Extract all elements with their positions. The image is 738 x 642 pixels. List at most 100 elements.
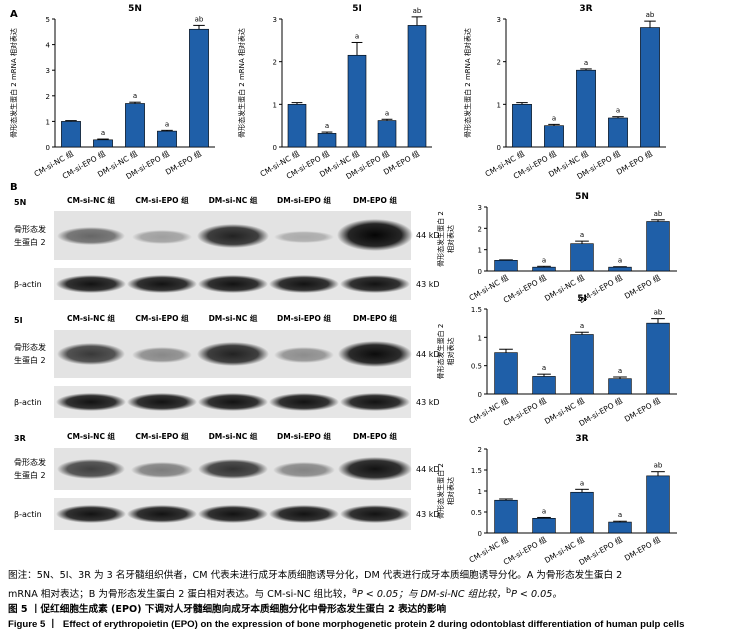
blot-band <box>127 275 197 293</box>
blot-band <box>57 459 125 479</box>
bar <box>494 260 518 272</box>
blot-protein-label: 生蛋白 2 <box>14 470 46 480</box>
x-tick-label: DM-si-EPO 组 <box>577 534 625 565</box>
caption-note-line2: mRNA 相对表达；B 为骨形态发生蛋白 2 蛋白相对表达。与 CM-si-NC… <box>8 583 732 602</box>
caption-text: P < 0.05；与 DM-si-NC 组比较， <box>356 589 507 601</box>
bar <box>646 322 670 395</box>
blot-col-label: DM-si-EPO 组 <box>277 431 332 441</box>
y-tick-label: 1 <box>497 101 501 109</box>
y-tick-label: 3 <box>273 16 277 24</box>
bar <box>512 104 532 148</box>
blot-5n-bmp2 <box>54 211 413 260</box>
blot-donor-5n: 5N <box>14 198 26 207</box>
y-tick-label: 2 <box>46 93 50 101</box>
significance-label: a <box>101 129 105 137</box>
blot-col-label: DM-EPO 组 <box>353 195 397 205</box>
chart-title: 3R <box>579 4 592 14</box>
bar <box>125 103 145 148</box>
caption-sup-a: a <box>352 586 357 595</box>
significance-label: a <box>542 364 546 372</box>
blot-col-label: CM-si-NC 组 <box>67 313 116 323</box>
bar <box>608 117 628 148</box>
bar <box>532 376 556 395</box>
blot-band <box>131 462 193 478</box>
blot-band <box>57 343 125 365</box>
blot-band <box>127 505 197 523</box>
blot-col-label: DM-si-NC 组 <box>209 313 258 323</box>
blot-band <box>198 459 268 479</box>
y-tick-label: 4 <box>46 42 51 50</box>
significance-label: ab <box>654 309 663 317</box>
bar <box>532 266 556 272</box>
blot-band <box>57 227 125 245</box>
panel-label-b: B <box>10 182 18 193</box>
chart-title: 5N <box>128 4 142 14</box>
significance-label: a <box>618 511 622 519</box>
blot-band <box>132 230 192 244</box>
bar <box>494 352 518 395</box>
x-tick-label: DM-EPO 组 <box>163 148 203 177</box>
blot-col-label: CM-si-NC 组 <box>67 431 116 441</box>
significance-label: a <box>580 479 584 487</box>
bar <box>377 120 397 148</box>
y-tick-label: 1 <box>46 118 50 126</box>
significance-label: ab <box>195 15 204 23</box>
significance-label: a <box>542 256 546 264</box>
significance-label: a <box>552 114 556 122</box>
blot-band <box>198 275 268 293</box>
blot-band <box>132 347 192 363</box>
blot-band <box>197 224 269 248</box>
caption-text: 图 5 丨促红细胞生成素 (EPO) 下调对人牙髓细胞向成牙本质细胞分化中骨形态… <box>8 604 447 616</box>
blot-kd-label: 44 kD <box>416 231 440 240</box>
blot-band <box>269 505 339 523</box>
significance-label: ab <box>654 462 663 470</box>
caption-text: mRNA 相对表达；B 为骨形态发生蛋白 2 蛋白相对表达。与 CM-si-NC… <box>8 589 353 601</box>
caption-text: Figure 5 丨 <box>8 619 58 631</box>
bar <box>576 69 596 148</box>
significance-label: ab <box>646 11 655 19</box>
y-axis-label: 骨形态发生蛋白 2 <box>436 324 445 380</box>
caption-text: P < 0.05。 <box>511 589 562 601</box>
chart-title: 5I <box>352 4 362 14</box>
bar <box>640 27 660 148</box>
blot-kd-label: 44 kD <box>416 350 440 359</box>
y-tick-label: 0 <box>497 144 501 152</box>
blot-band <box>56 275 126 293</box>
x-tick-label: DM-EPO 组 <box>614 148 654 177</box>
blot-actin-label: β-actin <box>14 398 42 407</box>
significance-label: a <box>542 507 546 515</box>
y-tick-label: 1 <box>478 488 482 496</box>
blot-band <box>340 275 410 293</box>
significance-label: a <box>325 122 329 130</box>
blot-protein-label: 骨形态发 <box>14 224 46 234</box>
significance-label: a <box>385 109 389 117</box>
blot-header-2: CM-si-NC 组 CM-si-EPO 组 DM-si-NC 组 DM-si-… <box>67 313 398 323</box>
y-tick-label: 3 <box>46 67 50 75</box>
bar <box>287 104 307 148</box>
blot-kd-label: 43 kD <box>416 280 440 289</box>
blot-band <box>340 505 410 523</box>
y-tick-label: 1 <box>273 101 277 109</box>
bar <box>61 121 81 148</box>
blot-col-label: DM-si-EPO 组 <box>277 195 332 205</box>
x-tick-label: DM-EPO 组 <box>622 534 662 563</box>
bar <box>608 378 632 395</box>
blot-col-label: DM-si-NC 组 <box>209 431 258 441</box>
y-tick-label: 5 <box>46 16 50 24</box>
blot-band <box>197 342 269 366</box>
bar <box>646 221 670 272</box>
y-axis-label: 相对表达 <box>446 338 455 366</box>
caption-sup-b: b <box>506 586 512 595</box>
bar <box>157 130 177 148</box>
bar <box>532 517 556 534</box>
y-tick-label: 2 <box>497 59 501 67</box>
y-tick-label: 0.5 <box>471 509 482 517</box>
bar <box>646 475 670 534</box>
bar <box>494 499 518 534</box>
blot-protein-label: 骨形态发 <box>14 457 46 467</box>
significance-label: a <box>165 120 169 128</box>
caption-figure-title-cn: 图 5 丨促红细胞生成素 (EPO) 下调对人牙髓细胞向成牙本质细胞分化中骨形态… <box>8 602 732 617</box>
bar <box>93 139 113 148</box>
